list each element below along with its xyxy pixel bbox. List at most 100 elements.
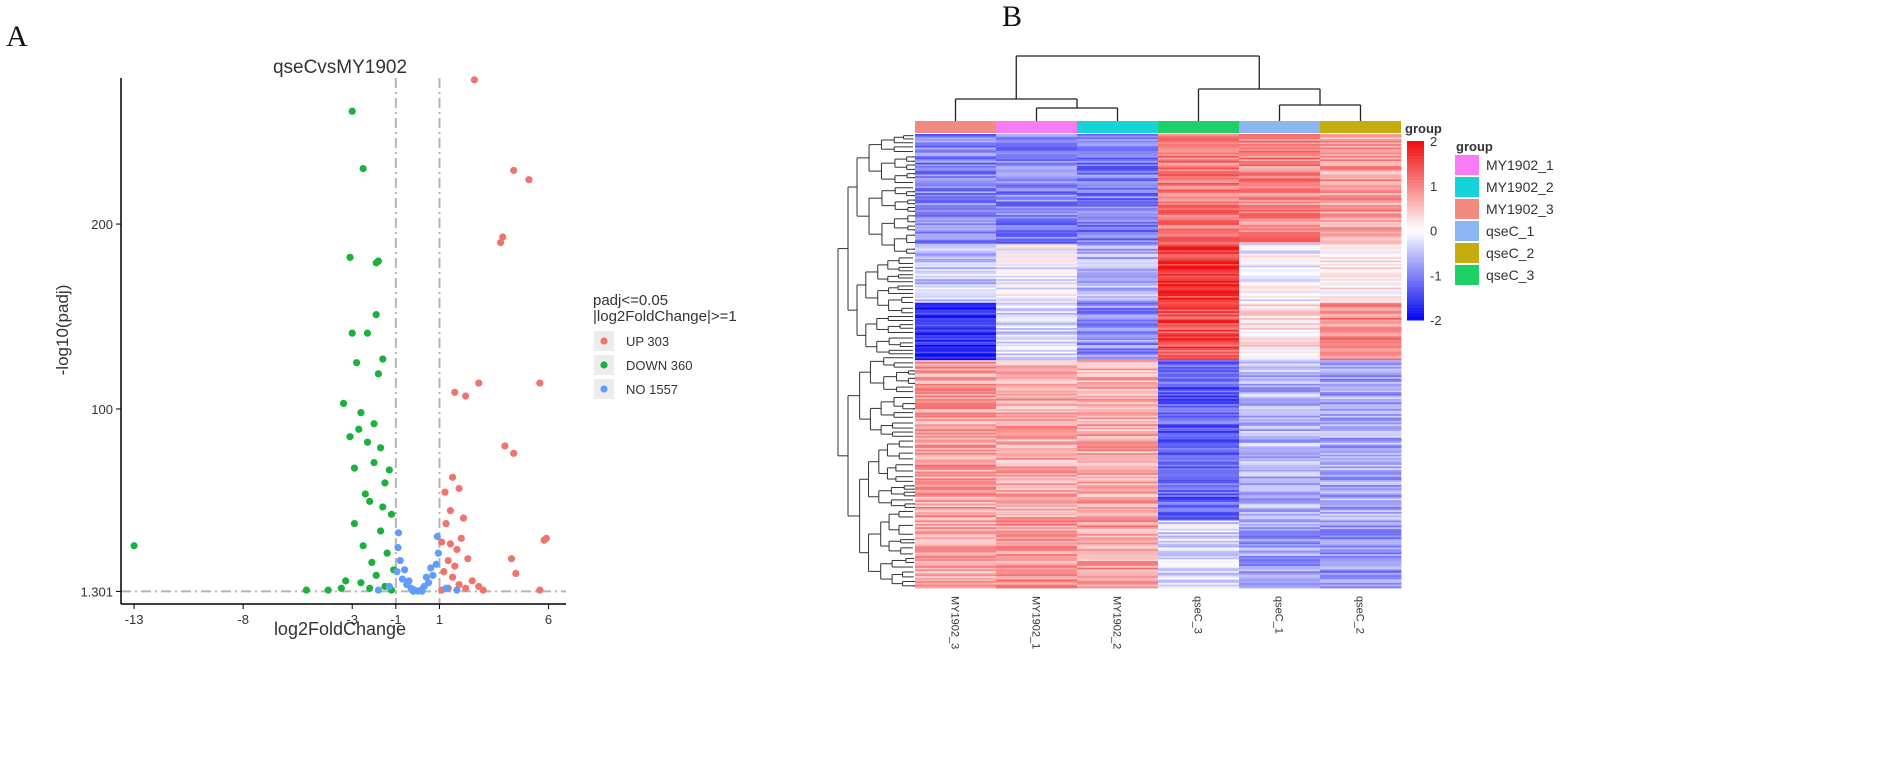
cell-b3-r186-c5: [1320, 517, 1402, 520]
cell-b1-r34-c1: [996, 272, 1078, 275]
cell-b3-r24-c4: [1239, 380, 1321, 383]
cell-b3-r82-c0: [915, 429, 997, 432]
cell-b0-r124-c2: [1077, 238, 1159, 241]
point-down-40: [337, 584, 345, 592]
cell-b2-r10-c1: [996, 311, 1078, 314]
heatmap-cells: [915, 134, 1402, 589]
point-down-2: [346, 253, 354, 261]
cell-b3-r32-c0: [915, 387, 997, 390]
cell-b4-r78-c1: [996, 586, 1078, 589]
cell-b2-r66-c5: [1320, 358, 1402, 361]
cell-b4-r6-c3: [1158, 525, 1240, 528]
cell-b0-r108-c3: [1158, 225, 1240, 228]
cell-b3-r50-c0: [915, 402, 997, 405]
cell-b3-r140-c3: [1158, 478, 1240, 481]
cell-b3-r184-c0: [915, 515, 997, 518]
cell-b0-r72-c1: [996, 194, 1078, 197]
cell-b3-r172-c5: [1320, 505, 1402, 508]
cell-b2-r16-c3: [1158, 316, 1240, 319]
cell-b2-r2-c1: [996, 304, 1078, 307]
cell-b0-r40-c0: [915, 167, 997, 170]
point-up-18: [468, 577, 476, 585]
cell-b2-r22-c3: [1158, 321, 1240, 324]
point-down-11: [339, 399, 348, 407]
cell-b3-r98-c4: [1239, 442, 1321, 445]
cell-b3-r144-c4: [1239, 481, 1321, 484]
cell-b3-r160-c2: [1077, 495, 1159, 498]
cell-b0-r78-c1: [996, 199, 1078, 202]
cell-b1-r50-c5: [1320, 285, 1402, 288]
cell-b3-r136-c4: [1239, 474, 1321, 478]
cell-b4-r20-c0: [915, 537, 997, 540]
cell-b1-r22-c5: [1320, 262, 1402, 265]
cell-b3-r0-c4: [1239, 360, 1321, 363]
group-legend-key-4: [1455, 243, 1479, 263]
cell-b3-r58-c2: [1077, 409, 1159, 412]
cell-b0-r96-c4: [1239, 215, 1321, 218]
cell-b0-r42-c3: [1158, 169, 1240, 172]
cell-b4-r56-c3: [1158, 567, 1240, 570]
cell-b3-r186-c0: [915, 517, 997, 520]
cell-b2-r66-c0: [915, 358, 997, 361]
cell-b3-r128-c4: [1239, 468, 1321, 471]
cell-b3-r104-c3: [1158, 447, 1240, 451]
cell-b4-r58-c5: [1320, 569, 1402, 572]
cell-b3-r22-c4: [1239, 378, 1321, 381]
cell-b2-r36-c5: [1320, 333, 1402, 336]
cell-b1-r36-c0: [915, 274, 997, 277]
cell-b3-r160-c0: [915, 495, 997, 498]
cell-b2-r18-c3: [1158, 317, 1240, 321]
cell-b0-r26-c3: [1158, 155, 1240, 159]
cell-b3-r76-c4: [1239, 424, 1321, 427]
cell-b3-r44-c4: [1239, 397, 1321, 400]
color-scale-step-43: [1407, 269, 1424, 273]
cell-b3-r16-c1: [996, 373, 1078, 376]
color-scale-step-28: [1407, 224, 1424, 229]
cell-b3-r118-c0: [915, 459, 997, 462]
cell-b3-r168-c1: [996, 501, 1078, 505]
cell-b2-r36-c1: [996, 333, 1078, 336]
cell-b3-r38-c1: [996, 392, 1078, 395]
cell-b3-r158-c3: [1158, 493, 1240, 496]
cell-b3-r146-c5: [1320, 483, 1402, 486]
point-up-20: [448, 473, 457, 481]
color-scale-step-0: [1407, 141, 1424, 145]
cell-b1-r40-c2: [1077, 277, 1159, 280]
cell-b4-r38-c2: [1077, 552, 1159, 555]
point-down-12: [357, 409, 365, 417]
cell-b3-r174-c3: [1158, 506, 1240, 510]
cell-b3-r4-c5: [1320, 363, 1402, 366]
cell-b3-r30-c4: [1239, 385, 1321, 388]
cell-b4-r34-c4: [1239, 549, 1321, 552]
cell-b0-r16-c3: [1158, 147, 1240, 150]
cell-b3-r4-c1: [996, 363, 1078, 366]
cell-b4-r60-c4: [1239, 571, 1321, 574]
cell-b4-r36-c1: [996, 550, 1078, 553]
point-up-36: [438, 538, 446, 546]
cell-b2-r48-c4: [1239, 343, 1321, 346]
cell-b3-r168-c5: [1320, 501, 1402, 505]
group-legend: groupMY1902_1MY1902_2MY1902_3qseC_1qseC_…: [1455, 139, 1554, 285]
cell-b1-r14-c2: [1077, 255, 1159, 258]
cell-b3-r16-c2: [1077, 373, 1159, 376]
cell-b1-r18-c4: [1239, 258, 1321, 261]
x-tick-label-4: 1: [436, 612, 443, 627]
cell-b0-r68-c5: [1320, 191, 1402, 194]
cell-b2-r34-c4: [1239, 331, 1321, 334]
cell-b0-r66-c0: [915, 189, 997, 192]
cell-b2-r24-c1: [996, 323, 1078, 326]
cell-b1-r14-c4: [1239, 255, 1321, 258]
cell-b1-r52-c1: [996, 287, 1078, 290]
cell-b0-r30-c2: [1077, 159, 1159, 162]
cell-b2-r14-c0: [915, 314, 997, 317]
cell-b3-r146-c3: [1158, 483, 1240, 486]
cell-b3-r64-c1: [996, 414, 1078, 417]
cell-b3-r138-c1: [996, 476, 1078, 479]
cell-b1-r64-c4: [1239, 297, 1321, 300]
cell-b2-r14-c5: [1320, 314, 1402, 317]
x-tick-label-0: -13: [125, 612, 144, 627]
cell-b3-r174-c4: [1239, 506, 1321, 510]
cell-b0-r10-c2: [1077, 142, 1159, 145]
point-no-19: [405, 577, 413, 585]
cell-b3-r166-c1: [996, 500, 1078, 503]
